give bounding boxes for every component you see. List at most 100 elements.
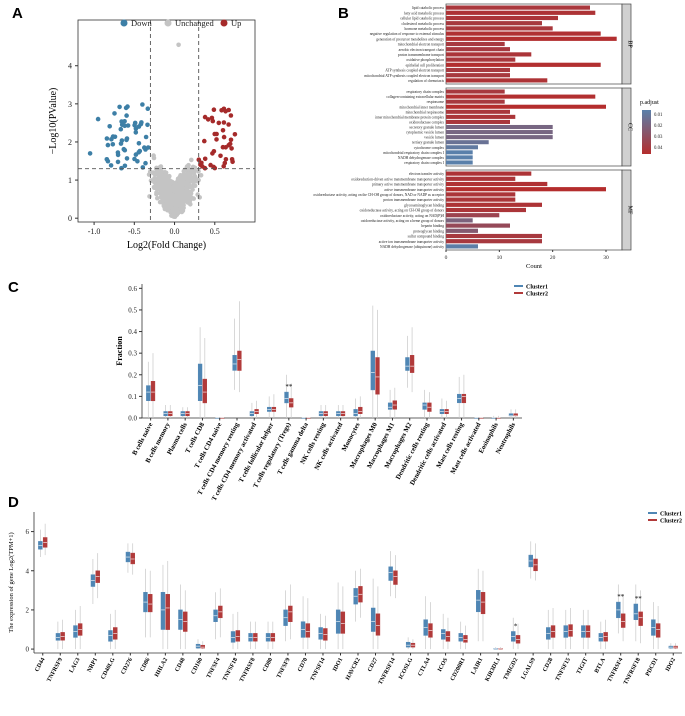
x-tick-label: CTLA4 — [417, 657, 432, 677]
go-term-label: oxidative phosphorylation — [406, 58, 444, 62]
x-tick-label: 20 — [550, 255, 556, 261]
box-body — [476, 590, 481, 613]
facet-strip-label: CC — [627, 123, 633, 131]
volcano-point — [112, 134, 118, 140]
go-term-label: regulation of chemotaxis — [408, 79, 444, 83]
volcano-point — [115, 159, 121, 165]
legend-dot — [120, 19, 128, 27]
legend-label: Up — [231, 18, 241, 28]
volcano-point — [133, 130, 139, 135]
x-tick-label: -0.5 — [128, 227, 141, 236]
go-bar — [446, 135, 553, 140]
go-term-label: inner mitochondrial membrane protein com… — [375, 115, 444, 119]
facet-strip-label: MF — [627, 206, 633, 215]
volcano-point — [171, 184, 176, 190]
volcano-point — [110, 142, 116, 147]
go-term-label: electron transfer activity — [409, 172, 444, 176]
box-body — [108, 630, 113, 642]
volcano-point — [135, 159, 140, 164]
volcano-point — [173, 196, 179, 202]
go-term-label: generation of precursor metabolites and … — [376, 37, 444, 41]
go-bar — [446, 52, 532, 57]
volcano-point — [221, 134, 227, 140]
volcano-point — [229, 157, 235, 162]
box-body — [620, 613, 626, 628]
volcano-plot: -1.0 -0.5 0.0 0.5 0 1 2 3 4 Log2(Fold Change) −Log… — [48, 18, 256, 251]
go-bar — [446, 187, 606, 192]
go-bar — [446, 73, 510, 78]
go-term-label: oxidoreductase activity, acting on CH-OH… — [360, 209, 445, 214]
volcano-point — [118, 141, 124, 146]
go-term-label: oxidoreduction-driven active transmembra… — [351, 177, 444, 181]
box-body — [340, 611, 346, 634]
box-body — [232, 355, 237, 371]
x-tick-label: -1.0 — [88, 227, 101, 236]
go-bar — [446, 192, 516, 197]
x-tick-label: CD80 — [262, 657, 274, 673]
volcano-point — [121, 146, 127, 152]
x-tick-label: TNFRSF18 — [623, 657, 642, 686]
go-bar — [446, 94, 596, 99]
y-tick-label: 0 — [26, 646, 30, 654]
box-body — [461, 393, 467, 404]
go-term-label: epithelial cell proliferation — [406, 63, 445, 67]
go-term-label: glycosaminoglycan binding — [404, 203, 444, 207]
y-tick-label: 1 — [68, 176, 72, 185]
box-body — [633, 603, 639, 620]
volcano-point — [210, 118, 216, 124]
facet-strip — [621, 169, 632, 251]
go-bar — [446, 114, 516, 119]
volcano-point — [156, 181, 161, 187]
volcano-point — [140, 102, 145, 107]
volcano-point — [163, 196, 168, 201]
checkpoint-expression-boxplot: 0 2 4 6 CD44 TNFRSF9 LAG3 NRP1 CD40LG CD276 CD86 HH… — [8, 512, 682, 686]
x-tick-label: TNFRSF8 — [239, 657, 257, 683]
go-term-label: NADH dehydrogenase (ubiquinone) activity — [380, 245, 444, 249]
volcano-point — [145, 122, 150, 128]
go-term-label: sulfur compound binding — [408, 235, 445, 239]
box-body — [165, 594, 170, 630]
go-bar — [446, 176, 516, 181]
go-term-label: fatty acid metabolic process — [404, 11, 445, 15]
volcano-point — [133, 152, 139, 157]
go-term-label: hormone metabolic process — [404, 27, 444, 31]
go-bar — [446, 213, 500, 218]
volcano-point — [184, 187, 190, 192]
volcano-point — [229, 146, 234, 151]
box-body — [388, 566, 393, 581]
box-body — [130, 552, 135, 565]
volcano-point — [232, 132, 238, 137]
box-body — [370, 607, 376, 632]
volcano-point — [193, 175, 198, 181]
legend-tick-label: 0.02 — [654, 124, 663, 129]
legend-colorbar — [642, 110, 651, 154]
volcano-point — [174, 189, 179, 195]
box-body — [422, 402, 427, 410]
box-body — [405, 641, 411, 648]
box-body — [370, 350, 375, 391]
box-body — [288, 605, 293, 622]
go-bar — [446, 10, 596, 15]
x-tick-label: TNFSF18 — [222, 657, 239, 682]
go-term-label: cytoplasmic vesicle lumen — [406, 131, 444, 135]
panel-label-a: A — [12, 5, 23, 22]
x-tick-label: TNFSF4 — [206, 657, 222, 679]
volcano-point — [104, 136, 110, 141]
volcano-point — [143, 134, 149, 140]
volcano-point — [175, 210, 180, 215]
go-term-label: mitochondrial respiratory chain complex … — [383, 151, 444, 155]
panel-label-c: C — [8, 279, 19, 296]
volcano-point — [227, 141, 233, 147]
volcano-point — [198, 173, 204, 178]
go-bar — [446, 130, 553, 135]
volcano-point — [143, 160, 148, 166]
box-body — [603, 632, 608, 642]
go-term-label: NADH dehydrogenase complex — [398, 156, 444, 160]
y-tick-label: 0.0 — [128, 415, 137, 423]
x-axis-title: Count — [526, 263, 542, 270]
go-term-label: active ion transmembrane transporter act… — [379, 240, 444, 244]
box-body — [230, 631, 236, 643]
volcano-point — [186, 171, 191, 176]
go-bar — [446, 89, 505, 94]
